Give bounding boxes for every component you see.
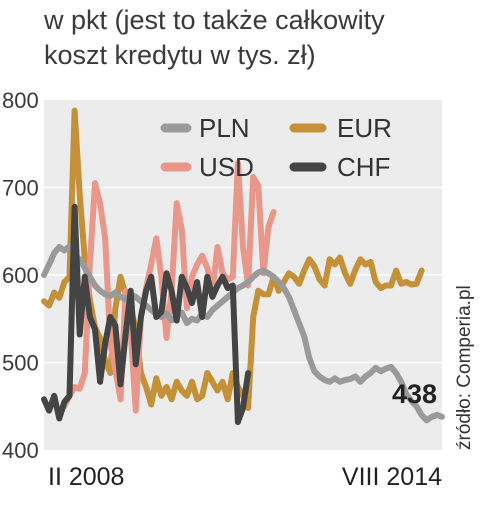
legend-label-eur: EUR (337, 113, 392, 143)
chart-title-line-2: koszt kredytu w tys. zł) (44, 40, 316, 70)
legend-layer: PLN EUR USD CHF (160, 113, 392, 182)
y-tick-label: 600 (2, 263, 39, 288)
y-tick-label: 400 (2, 438, 39, 463)
legend-label-usd: USD (199, 152, 254, 182)
y-tick-layer: 800 700 600 500 400 (2, 88, 39, 463)
x-tick-end: VIII 2014 (342, 463, 442, 491)
y-tick-label: 500 (2, 351, 39, 376)
legend-label-pln: PLN (199, 113, 250, 143)
legend-label-chf: CHF (337, 152, 390, 182)
series-line-pln (41, 243, 445, 424)
y-tick-label: 800 (2, 88, 39, 113)
x-tick-start: II 2008 (48, 463, 124, 491)
chart-title-line-1: w pkt (jest to także całkowity (43, 5, 385, 35)
final-value-label: 438 (392, 379, 437, 409)
series-line-eur (41, 107, 425, 411)
series-line-chf (41, 203, 252, 425)
series-layer (41, 107, 445, 425)
source-label: źródło: Comperia.pl (454, 285, 475, 450)
y-tick-label: 700 (2, 176, 39, 201)
